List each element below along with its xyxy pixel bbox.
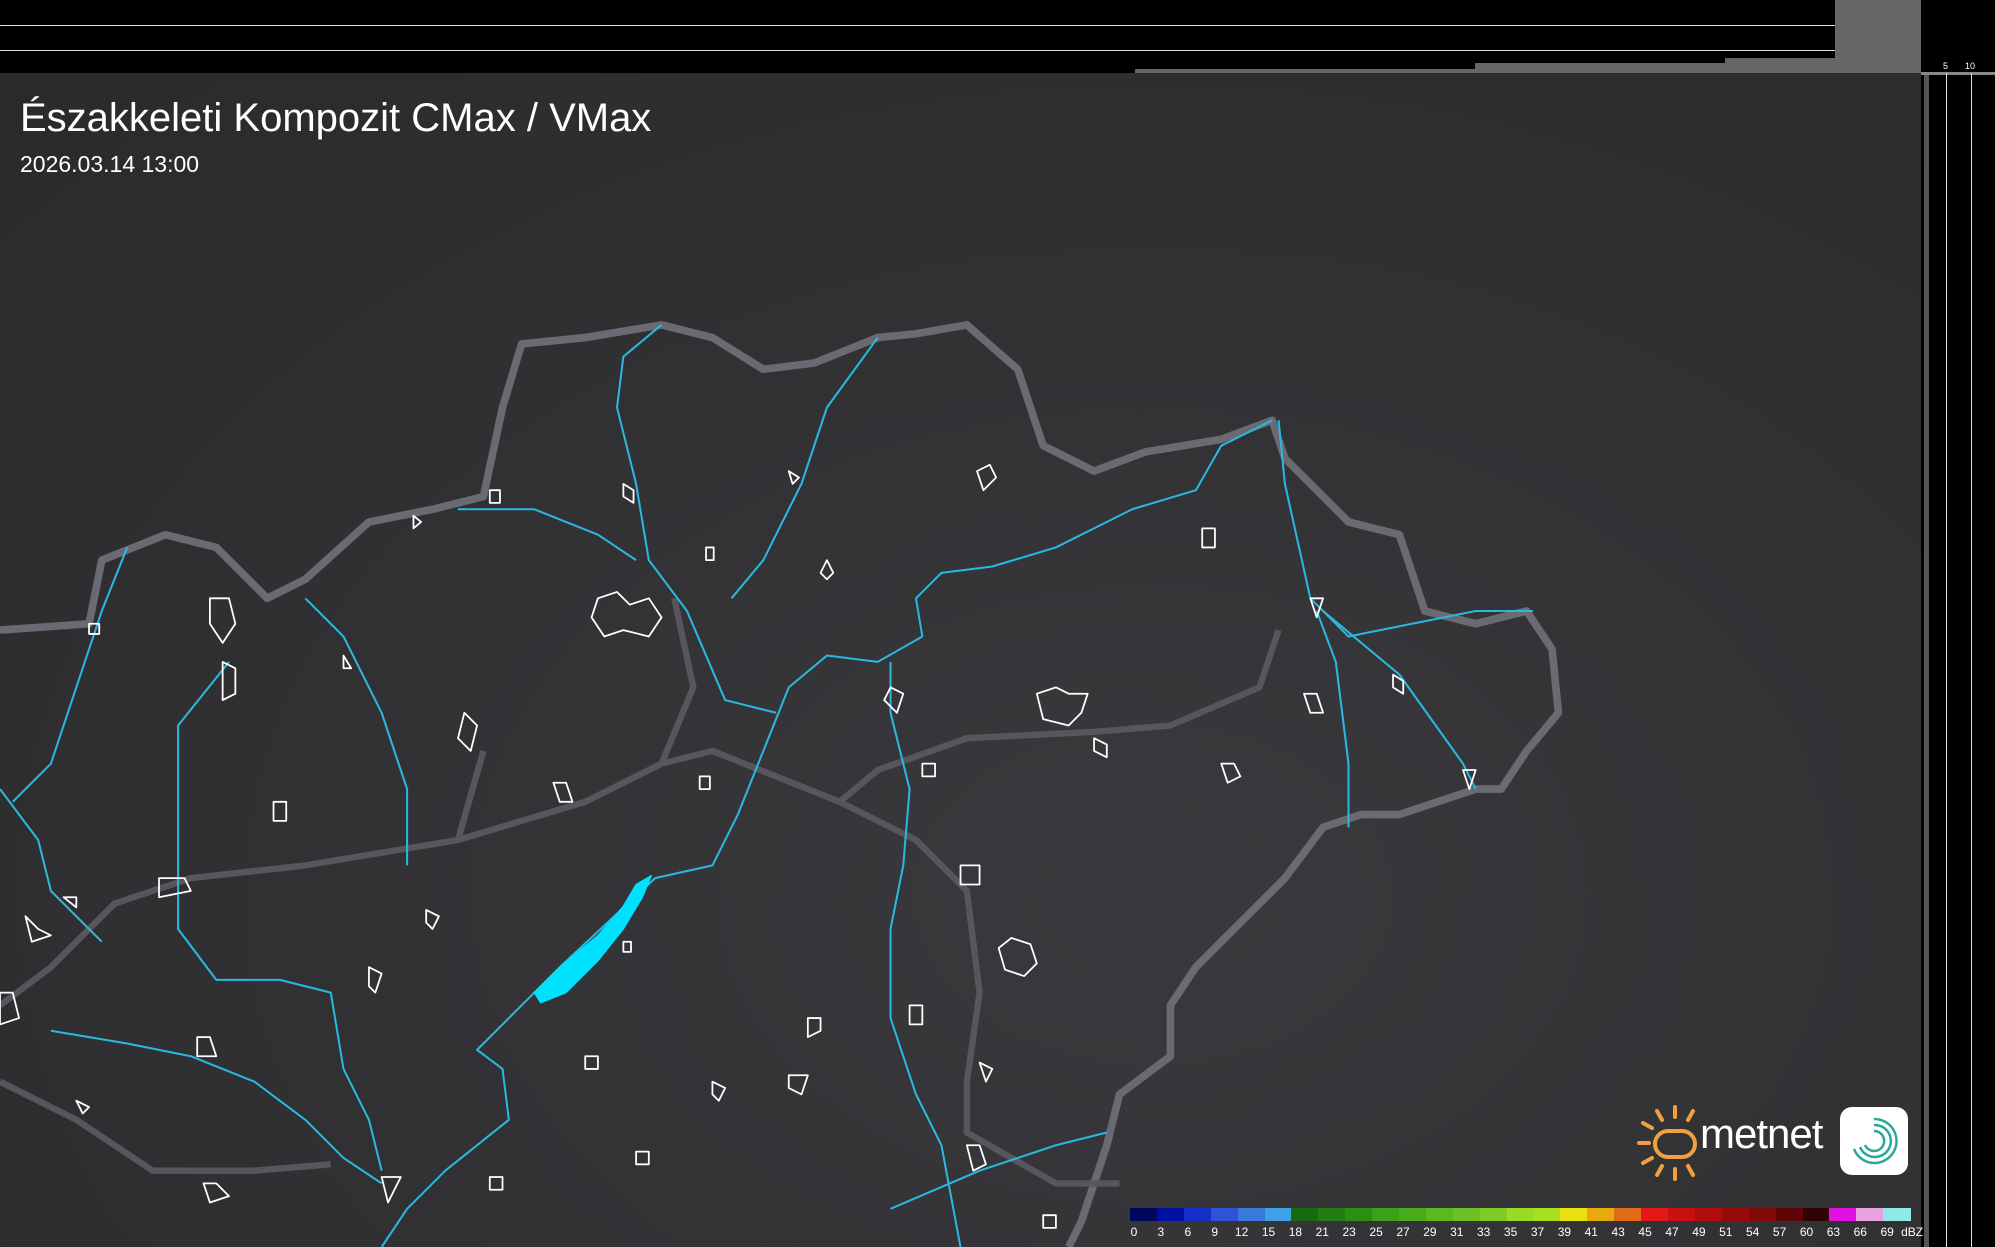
radar-map[interactable]: [0, 73, 1921, 1247]
legend-swatch: [1802, 1208, 1830, 1221]
vertical-profile-right: 5 10: [1921, 0, 1995, 1247]
country-border: [0, 321, 1563, 1247]
legend-swatch: [1668, 1208, 1696, 1221]
legend-label: 0: [1130, 1225, 1138, 1239]
legend-label: 15: [1261, 1225, 1276, 1239]
legend-swatch: [1883, 1208, 1911, 1221]
region-border: [0, 629, 1282, 1008]
legend-label: 45: [1638, 1225, 1652, 1239]
legend-label: 66: [1853, 1225, 1867, 1239]
legend-swatch: [1506, 1208, 1534, 1221]
legend-label: 49: [1692, 1225, 1706, 1239]
legend-label: 23: [1342, 1225, 1356, 1239]
legend-label: 21: [1315, 1225, 1329, 1239]
legend-label: 12: [1234, 1225, 1249, 1239]
metnet-wordmark: metnet: [1700, 1110, 1823, 1157]
legend-unit: dBZ: [1901, 1225, 1924, 1239]
map-layers: [0, 321, 1563, 1247]
map-title: Északkeleti Kompozit CMax / VMax: [20, 96, 652, 140]
profile-htick-10: 10: [1965, 61, 1976, 71]
legend-swatch: [1829, 1208, 1857, 1221]
lake-balaton: [533, 874, 652, 1004]
legend-label: 6: [1184, 1225, 1192, 1239]
legend-swatch: [1641, 1208, 1669, 1221]
legend-swatch: [1614, 1208, 1642, 1221]
legend-swatch: [1237, 1208, 1265, 1221]
legend-label: 18: [1288, 1225, 1303, 1239]
cities: [0, 463, 1477, 1229]
legend-swatch: [1345, 1208, 1373, 1221]
legend-swatch: [1748, 1208, 1777, 1221]
legend-swatch: [1130, 1208, 1158, 1221]
legend-label: 33: [1477, 1225, 1491, 1239]
legend-label: 27: [1396, 1225, 1410, 1239]
legend-swatch: [1399, 1208, 1427, 1221]
dbz-color-legend: 0 3 6 9 12 15 18 21 23 25 27 29 31 33 35 37 39 41 43 45 47 49…: [1120, 1205, 1923, 1247]
legend-label: 57: [1772, 1225, 1787, 1239]
legend-label: 47: [1665, 1225, 1679, 1239]
legend-label: 29: [1423, 1225, 1437, 1239]
legend-label: 35: [1503, 1225, 1518, 1239]
vertical-profile-top: 10 5: [0, 0, 1934, 73]
legend-label: 43: [1611, 1225, 1625, 1239]
legend-swatch: [1425, 1208, 1454, 1221]
region-border: [0, 597, 1120, 1187]
legend-label: 25: [1369, 1225, 1383, 1239]
legend-swatch: [1291, 1208, 1319, 1221]
legend-swatch: [1560, 1208, 1588, 1221]
metnet-sun-logo-icon: [1637, 1105, 1697, 1181]
map-timestamp: 2026.03.14 13:00: [20, 151, 200, 177]
legend-swatch: [1452, 1208, 1481, 1221]
legend-swatch: [1264, 1208, 1292, 1221]
legend-label: 41: [1584, 1225, 1598, 1239]
legend-swatch: [1587, 1208, 1615, 1221]
legend-swatch: [1694, 1208, 1723, 1221]
legend-label: 39: [1557, 1225, 1572, 1239]
legend-swatch: [1318, 1208, 1346, 1221]
legend-swatch: [1721, 1208, 1750, 1221]
river: [0, 324, 1533, 1247]
profile-htick-5: 5: [1943, 61, 1949, 71]
legend-label: 51: [1719, 1225, 1733, 1239]
legend-swatch: [1156, 1208, 1185, 1221]
legend-swatch: [1856, 1208, 1884, 1221]
legend-label: 60: [1799, 1225, 1814, 1239]
legend-swatch: [1479, 1208, 1508, 1221]
legend-label: 3: [1157, 1225, 1165, 1239]
legend-swatch: [1210, 1208, 1239, 1221]
legend-swatch: [1775, 1208, 1803, 1221]
app-logo-icon: [1840, 1107, 1908, 1175]
legend-swatch: [1372, 1208, 1400, 1221]
legend-label: 54: [1746, 1225, 1760, 1239]
legend-swatch: [1183, 1208, 1212, 1221]
legend-label: 37: [1530, 1225, 1545, 1239]
legend-label: 31: [1450, 1225, 1464, 1239]
legend-label: 63: [1826, 1225, 1841, 1239]
legend-label: 69: [1880, 1225, 1894, 1239]
legend-label: 9: [1211, 1225, 1219, 1239]
legend-swatch: [1533, 1208, 1561, 1221]
